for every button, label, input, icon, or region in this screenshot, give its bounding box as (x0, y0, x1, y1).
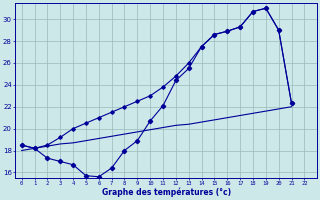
X-axis label: Graphe des températures (°c): Graphe des températures (°c) (102, 188, 231, 197)
